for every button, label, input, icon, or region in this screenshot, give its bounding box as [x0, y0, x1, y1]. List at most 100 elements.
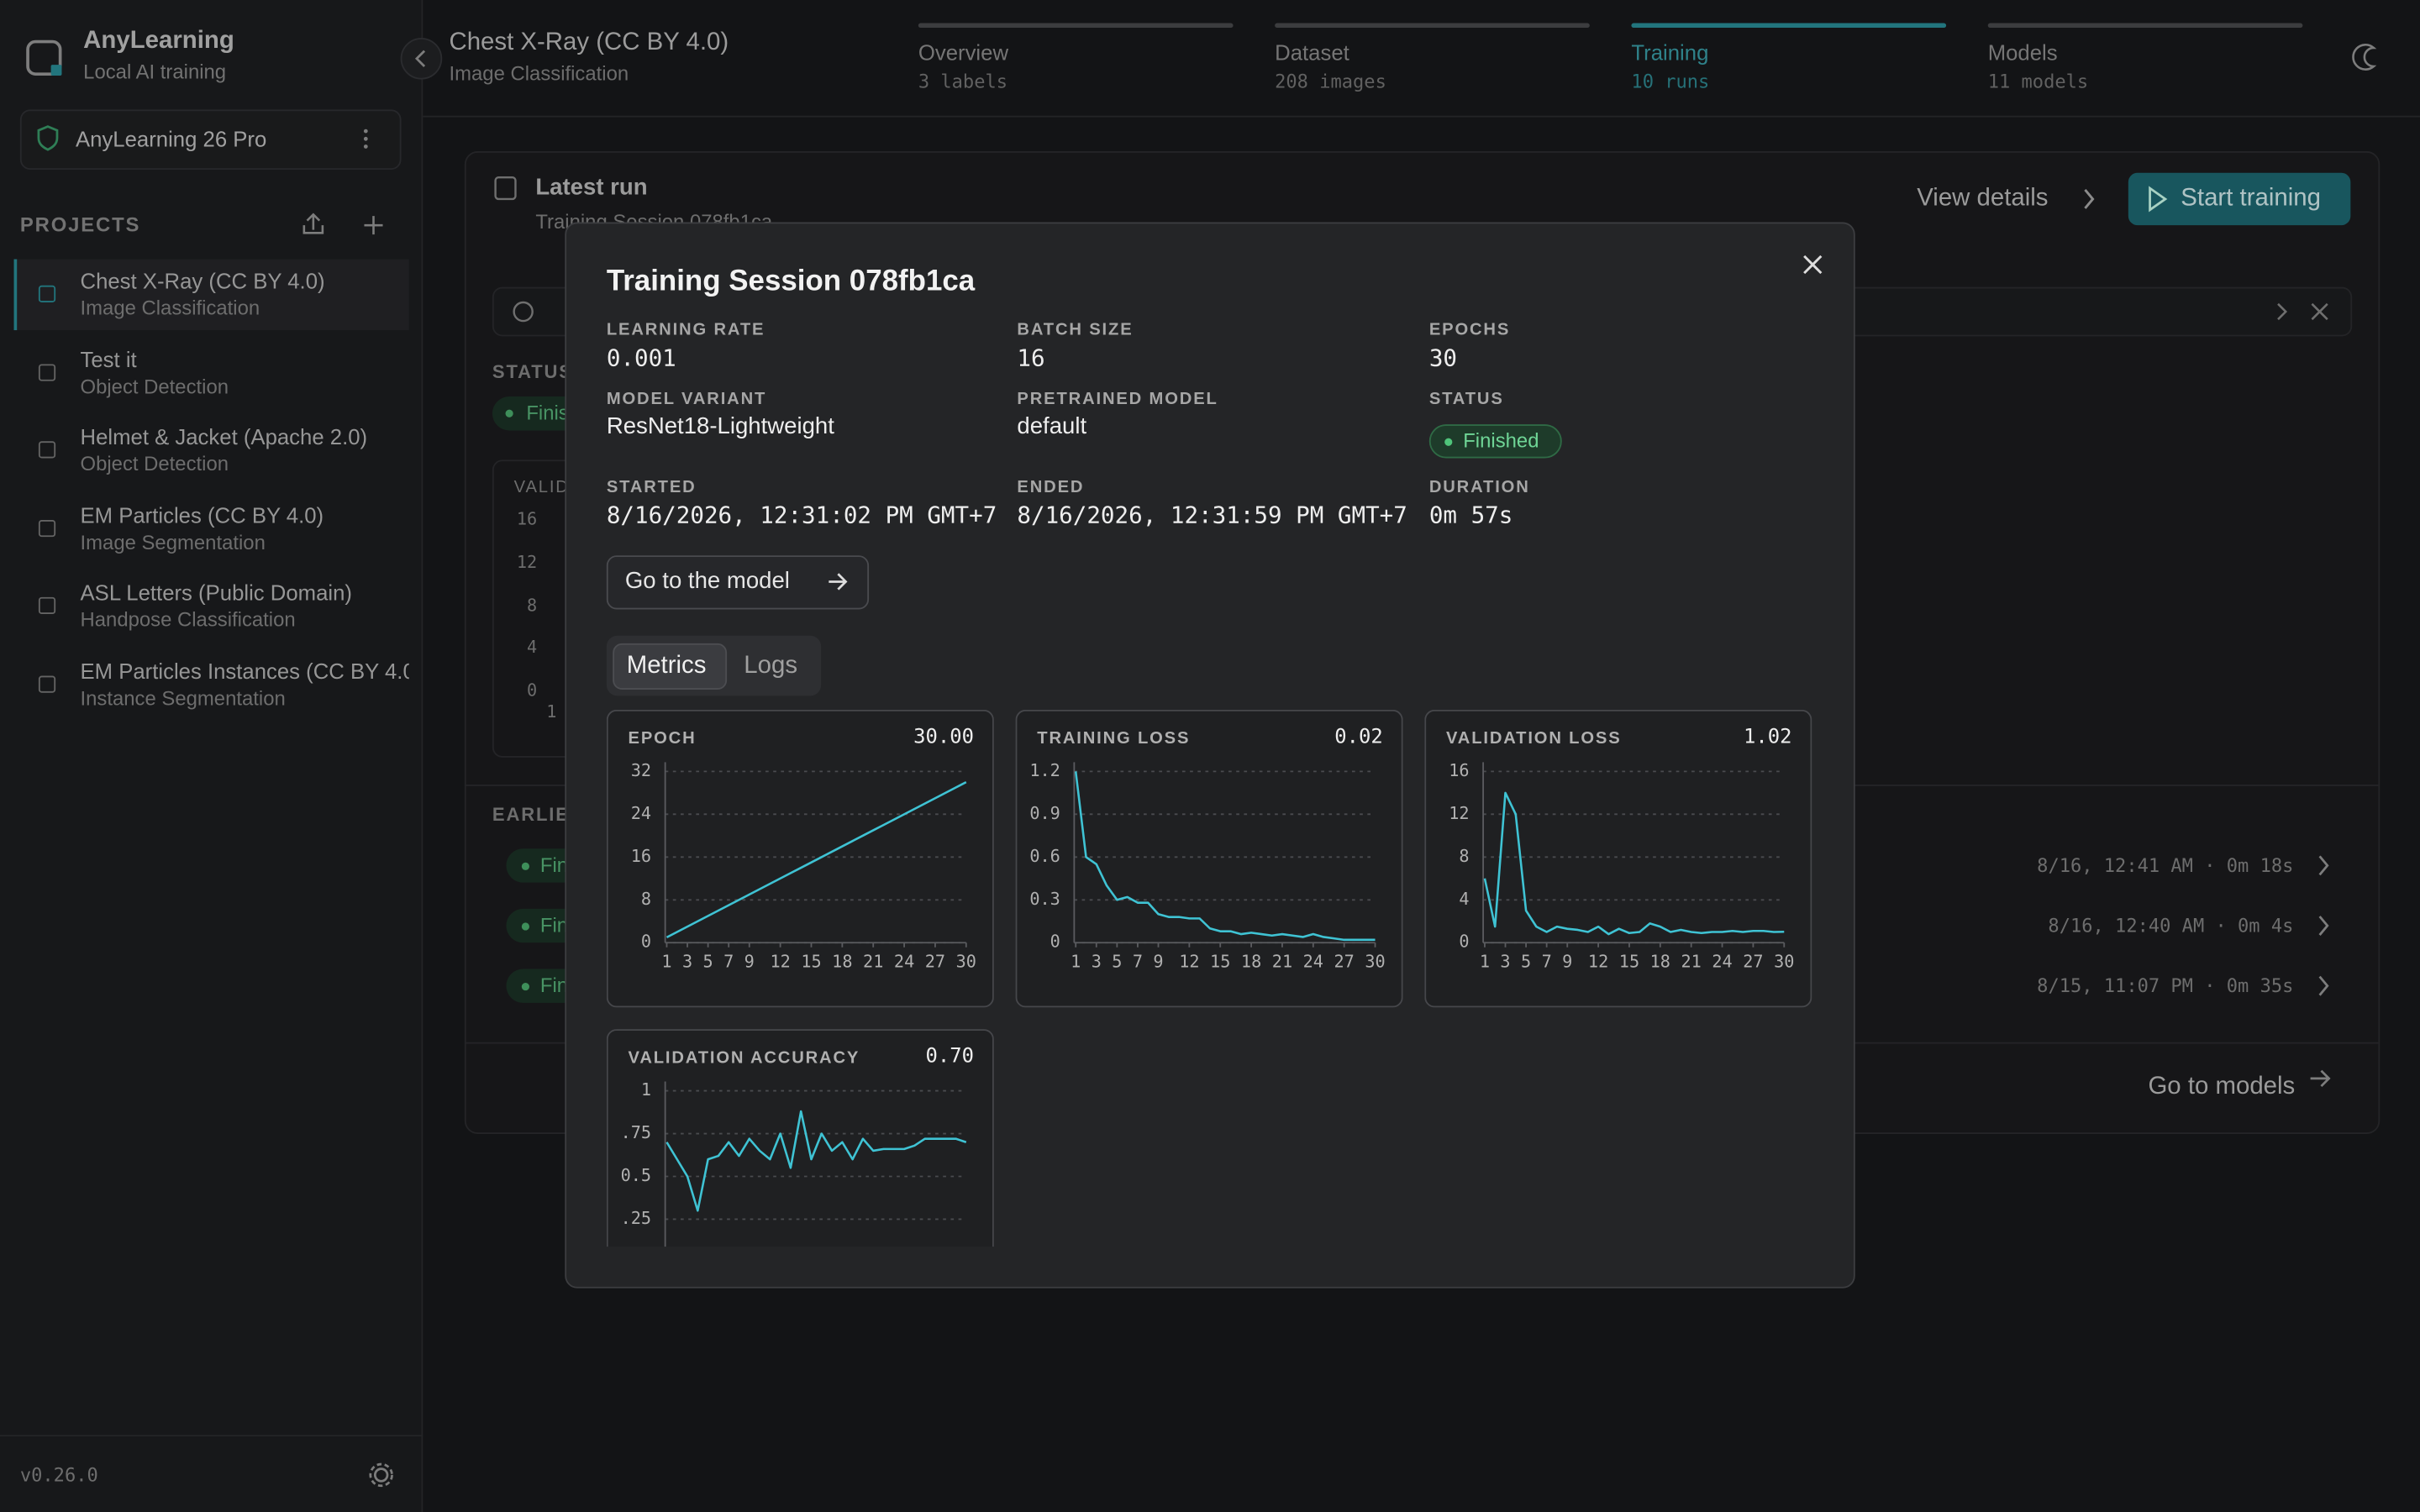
y-tick-label: 0.5: [621, 1165, 651, 1185]
field-label: STARTED: [606, 478, 697, 497]
step-label: Overview: [918, 39, 1009, 66]
run-status-dot: [521, 861, 529, 869]
go-to-model-button[interactable]: [606, 555, 870, 610]
start-training-button[interactable]: [2128, 172, 2351, 226]
x-tick-label: 1: [1071, 952, 1081, 972]
plan-name: AnyLearning 26 Pro: [76, 126, 267, 151]
step-detail: 11 models: [1987, 71, 2089, 93]
step-bar: [1987, 23, 2303, 29]
collapse-button[interactable]: [400, 37, 443, 80]
x-tick-label: 3: [1500, 952, 1510, 972]
add-icon[interactable]: [364, 216, 383, 235]
x-tick-label: 18: [1650, 952, 1670, 972]
x-tick-label: 3: [682, 952, 692, 972]
project-type: Object Detection: [80, 374, 229, 398]
x-tick-label: 5: [1521, 952, 1531, 972]
modal-title: Training Session 078fb1ca: [606, 265, 976, 298]
x-tick-label: 9: [1153, 952, 1163, 972]
metric-line: [1074, 771, 1376, 942]
x-tick-label: 24: [1712, 952, 1732, 972]
field-value: 8/16/2026, 12:31:59 PM GMT+7: [1017, 501, 1407, 529]
run-meta: 8/15, 11:07 PM · 0m 35s: [2037, 974, 2294, 997]
step-detail: 3 labels: [918, 71, 1008, 93]
bg-x-tick: 1: [546, 701, 557, 722]
y-tick-label: 0.6: [1029, 846, 1060, 866]
menu-dots[interactable]: [363, 129, 368, 149]
plan-box[interactable]: [19, 109, 402, 171]
header-border: [423, 115, 2420, 118]
metric-card: VALIDATION LOSS 1.02 0 4 8 12 16 1 3 5 7 9 12 15 18 21 2…: [1424, 709, 1812, 1008]
project-icon: [38, 285, 56, 302]
field-value: 30: [1428, 344, 1457, 372]
metrics-grid: EPOCH 30.00 0 8 16 24 32 1 3 5 7 9 12 15 18 21 24 27 30 TRA…: [606, 709, 1813, 1247]
y-tick-label: 16: [631, 846, 651, 866]
metric-title: VALIDATION ACCURACY: [629, 1048, 860, 1067]
metric-latest: 0.02: [1334, 724, 1382, 748]
project-active-bg[interactable]: [13, 259, 409, 331]
metric-latest: 30.00: [913, 724, 974, 748]
y-tick-label: 0.9: [1029, 803, 1060, 823]
theme-icon[interactable]: [2352, 44, 2377, 71]
settings-icon[interactable]: [373, 1467, 389, 1483]
project-type: Object Detection: [80, 452, 229, 476]
x-tick-label: 24: [894, 952, 914, 972]
project-icon: [38, 519, 56, 537]
x-tick-label: 7: [723, 952, 734, 972]
x-tick-label: 9: [1562, 952, 1572, 972]
y-tick-label: 24: [631, 803, 651, 823]
project-name: Helmet & Jacket (Apache 2.0): [80, 424, 368, 449]
field-label: STATUS: [1428, 390, 1504, 409]
metric-title: TRAINING LOSS: [1037, 729, 1190, 748]
card-frame: [606, 709, 994, 1008]
app-name: AnyLearning: [83, 28, 234, 55]
project-name: EM Particles Instances (CC BY 4.0): [80, 659, 409, 684]
tab-active[interactable]: [613, 643, 728, 690]
app-subtitle: Local AI training: [83, 60, 227, 84]
status-dot: [1444, 437, 1453, 445]
project-icon: [38, 441, 56, 459]
metric-latest: 1.02: [1744, 724, 1791, 748]
start-training: Start training: [2181, 185, 2321, 212]
project-type: Image Segmentation: [80, 530, 266, 554]
x-tick-label: 12: [770, 952, 790, 972]
x-tick-label: 30: [1774, 952, 1794, 972]
x-tick-label: 30: [1365, 952, 1385, 972]
card-frame: [606, 1029, 994, 1247]
x-tick-label: 1: [1480, 952, 1490, 972]
x-tick-label: 7: [1133, 952, 1143, 972]
field-value: default: [1017, 413, 1087, 440]
project-type: Image Classification: [80, 296, 260, 320]
projects-heading: PROJECTS: [19, 213, 141, 237]
field-value: Finished: [1463, 428, 1539, 453]
step-label: Training: [1631, 39, 1709, 66]
x-tick-label: 1: [661, 952, 671, 972]
metric-title: EPOCH: [629, 729, 697, 748]
field-label: DURATION: [1428, 478, 1530, 497]
metric-card: VALIDATION ACCURACY0.70.250.5.7511357912…: [606, 1029, 994, 1247]
y-tick-label: 8: [1459, 846, 1469, 866]
y-tick-label: 0.3: [1029, 889, 1060, 909]
bg-y-tick: 16: [516, 509, 538, 529]
y-tick-label: 4: [1459, 889, 1469, 909]
y-tick-label: .75: [621, 1122, 651, 1142]
y-tick-label: 0: [1459, 932, 1469, 952]
status-label: STATUS: [492, 360, 573, 383]
chevron-left: [414, 50, 426, 67]
upload-icon[interactable]: [302, 213, 324, 234]
card-frame: [1015, 709, 1403, 1008]
version: v0.26.0: [19, 1464, 98, 1486]
close-button[interactable]: [1803, 255, 1823, 275]
x-tick-label: 21: [863, 952, 883, 972]
y-tick-label: 1.2: [1029, 760, 1060, 780]
x-tick-label: 18: [1241, 952, 1261, 972]
y-tick-label: 8: [641, 889, 651, 909]
step-bar: [1275, 23, 1590, 29]
step-detail: 10 runs: [1631, 71, 1710, 93]
x-tick-label: 15: [1210, 952, 1230, 972]
x-tick-label: 24: [1303, 952, 1323, 972]
sidebar: [0, 0, 424, 1512]
field-label: MODEL VARIANT: [606, 390, 767, 409]
metric-latest: 0.70: [926, 1044, 974, 1068]
latest-run-title: Latest run: [535, 174, 648, 201]
